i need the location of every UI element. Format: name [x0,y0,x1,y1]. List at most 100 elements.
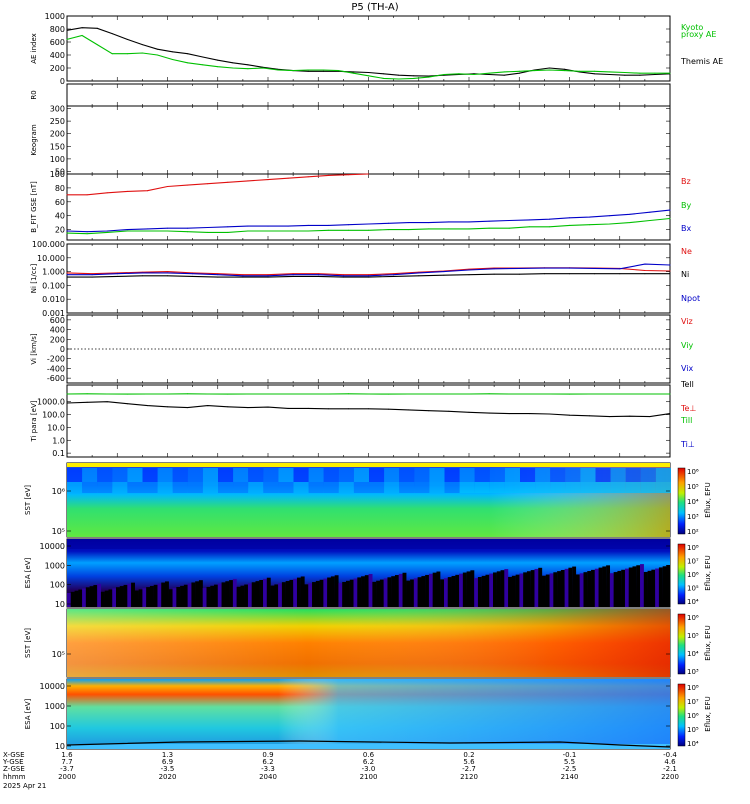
data-point [207,183,208,184]
data-point [247,68,248,69]
spectrogram-cell [248,468,263,482]
colorbar-tick-label: 10³ [687,668,699,676]
spectrogram-cell [599,568,603,607]
spectrogram-cell [218,584,222,608]
spectrogram-cell [203,588,207,607]
data-point [458,73,459,74]
spectrogram-cell [493,572,497,607]
spectrogram-cell [233,482,248,493]
data-point [368,275,369,276]
y-tick-label: 10.0 [47,423,65,432]
spectrogram-cell [610,573,614,607]
data-point [368,394,369,395]
spectrogram-cell [591,570,595,607]
spectrogram-cell [644,572,648,607]
data-point [338,70,339,71]
data-point [232,62,233,63]
spectrogram-overlay [67,679,670,749]
spectrogram-cell [158,482,173,493]
spectrogram-cell [127,468,142,482]
spectrogram-cell [150,586,154,607]
colorbar-tick-label: 10⁶ [687,468,699,476]
spectrogram-cell [611,482,626,493]
spectrogram-cell [550,468,565,482]
data-point [268,275,269,276]
spectrogram-cell [596,482,611,493]
spectrogram-cell [350,580,354,607]
spectrogram-cell [157,584,161,607]
spectrogram-cell [460,482,475,493]
data-point [594,71,595,72]
spectrogram-cell [101,592,105,607]
spectrogram-cell [565,482,580,493]
spectrogram-cell [640,564,644,607]
spectrogram-cell [452,576,456,607]
y-tick-label: 400 [50,326,65,335]
spectrogram-cell [105,591,109,607]
spectrogram-cell [278,468,293,482]
panel-frame-keogram [67,106,670,174]
y-tick-label: 200 [50,64,65,73]
colorbar-tick-label: 10⁴ [687,740,699,748]
spectrogram-cell [369,468,384,482]
data-point [629,214,630,215]
spectrogram-cell [244,585,248,607]
spectrogram-cell [421,576,425,607]
data-point [629,222,630,223]
data-point [227,406,228,407]
data-point [268,274,269,275]
spectrogram-cell [293,579,297,607]
colorbar [678,684,685,746]
data-point [343,274,344,275]
data-point [408,222,409,223]
spectrogram-cell [505,468,520,482]
spectrogram-cell [210,586,214,607]
y-tick-label: 100 [50,170,65,179]
x-axis-tick-z_gse: -2.5 [563,765,577,773]
y-tick-label: 1.0 [52,436,65,445]
data-point [127,39,128,40]
data-point [268,407,269,408]
y-tick-label: 1000 [45,561,65,570]
data-point [227,226,228,227]
spectrogram-cell [67,539,670,549]
colorbar [678,468,685,534]
y-tick-label: 10000 [40,682,65,691]
data-point [127,403,128,404]
spectrogram-cell [475,468,490,482]
x-axis-tick-z_gse: -3.0 [362,765,376,773]
data-point [227,394,228,395]
y-tick-label: 1.000 [42,268,65,277]
y-axis-label: Keogram [30,124,38,155]
spectrogram-cell [327,578,331,607]
data-point [308,408,309,409]
data-point [388,409,389,410]
y-tick-label: 100 [50,581,65,590]
data-point [207,227,208,228]
data-point [469,394,470,395]
spectrogram-cell [395,575,399,607]
data-point [504,75,505,76]
spectrogram-cell [108,589,112,607]
data-point [428,410,429,411]
spectrogram-cell [274,584,278,607]
spectrogram-cell [505,482,520,493]
data-point [529,226,530,227]
x-axis-tick-hhmm: 2120 [460,773,478,781]
data-point [328,225,329,226]
data-point [594,268,595,269]
data-point [388,394,389,395]
data-point [323,70,324,71]
spectrogram-cell [112,468,127,482]
spectrogram-cell [86,587,90,607]
data-point [569,415,570,416]
colorbar [678,614,685,674]
spectrogram-cell [482,576,486,607]
spectrogram-cell [214,585,218,607]
data-point [443,74,444,75]
data-point [569,394,570,395]
spectrogram-cell [158,468,173,482]
spectrogram-cell [97,468,112,482]
spectrogram-cell [120,586,124,607]
data-point [469,221,470,222]
